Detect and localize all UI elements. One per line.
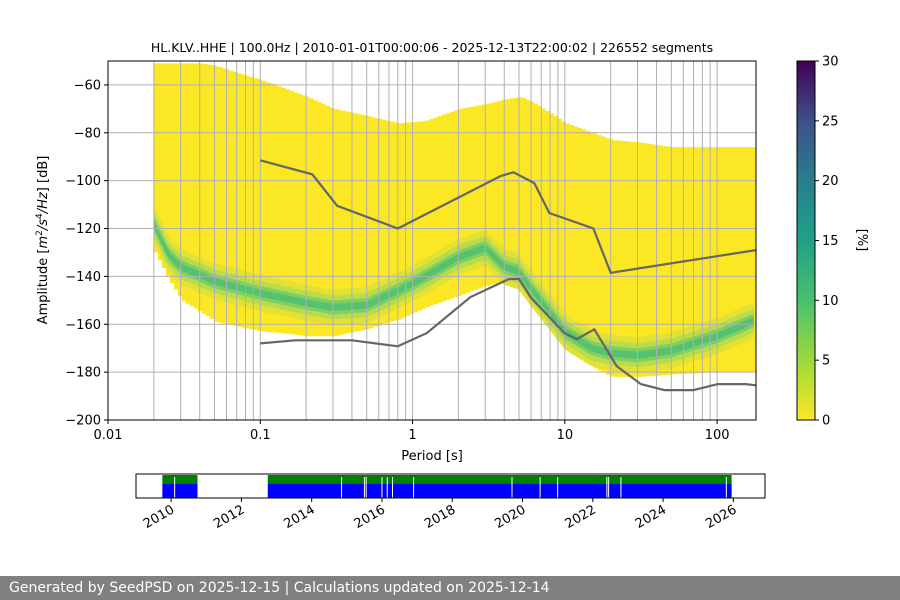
timeline-frame bbox=[135, 473, 766, 499]
timeline-tick-label: 2022 bbox=[563, 502, 599, 532]
footer-bar: Generated by SeedPSD on 2025-12-15 | Cal… bbox=[0, 576, 900, 600]
chart-title: HL.KLV..HHE | 100.0Hz | 2010-01-01T00:00… bbox=[151, 40, 713, 55]
y-axis-label: Amplitude [m2/s4/Hz] [dB] bbox=[35, 156, 51, 325]
timeline-tick-label: 2024 bbox=[633, 502, 669, 532]
noise-model-curves bbox=[260, 159, 756, 392]
coverage-bar-bottom bbox=[162, 484, 198, 498]
timeline-tick-label: 2018 bbox=[422, 502, 458, 532]
y-axis: −200 −180 −160 −140 −120 −100 −80 −60 bbox=[65, 78, 108, 429]
y-label-part: 2 bbox=[35, 230, 45, 236]
timeline-tick-label: 2012 bbox=[211, 502, 247, 532]
x-tick-label: 0.01 bbox=[94, 428, 123, 443]
y-tick-label: −180 bbox=[65, 366, 101, 381]
psd-envelope bbox=[153, 63, 756, 377]
y-tick-label: −160 bbox=[65, 318, 101, 333]
x-tick-label: 100 bbox=[705, 428, 730, 443]
timeline-tick-label: 2014 bbox=[282, 502, 318, 532]
y-label-part: / bbox=[36, 224, 51, 231]
colorbar-tick-label: 20 bbox=[822, 174, 839, 189]
y-tick-label: −80 bbox=[74, 126, 101, 141]
x-axis-label: Period [s] bbox=[401, 449, 463, 464]
y-label-part: s bbox=[36, 219, 51, 226]
timeline-tick-label: 2016 bbox=[352, 502, 388, 532]
footer-text: Generated by SeedPSD on 2025-12-15 | Cal… bbox=[9, 580, 550, 596]
y-label-part: ] [dB] bbox=[36, 156, 51, 193]
coverage-bar-top bbox=[267, 475, 732, 484]
y-tick-label: −60 bbox=[74, 78, 101, 93]
y-label-part: Amplitude [ bbox=[36, 249, 51, 325]
y-tick-label: −140 bbox=[65, 270, 101, 285]
x-tick-label: 0.1 bbox=[250, 428, 271, 443]
colorbar-tick-label: 10 bbox=[822, 294, 839, 309]
y-label-part: 4 bbox=[35, 213, 45, 219]
colorbar-gradient bbox=[796, 60, 816, 421]
plot-frame bbox=[107, 60, 757, 421]
y-label-part: m bbox=[36, 236, 51, 249]
coverage-bar-top bbox=[162, 475, 198, 484]
colorbar-tick-label: 15 bbox=[822, 234, 839, 249]
colorbar-label: [%] bbox=[854, 229, 869, 252]
colorbar-tick-label: 5 bbox=[822, 354, 830, 369]
colorbar-tick-label: 25 bbox=[822, 114, 839, 129]
timeline-tick-label: 2010 bbox=[141, 502, 177, 532]
y-label-part: Hz bbox=[36, 191, 51, 209]
x-tick-label: 10 bbox=[557, 428, 574, 443]
timeline-tick-label: 2020 bbox=[492, 502, 528, 532]
timeline-tick-label: 2026 bbox=[703, 502, 739, 532]
x-axis: 0.01 0.1 1 10 100 bbox=[94, 420, 730, 443]
nhnm-curve bbox=[260, 159, 756, 275]
psd-density-layer bbox=[153, 63, 756, 377]
colorbar-tick-label: 0 bbox=[822, 414, 830, 429]
y-label-part: / bbox=[36, 207, 51, 214]
colorbar-tick-label: 30 bbox=[822, 55, 839, 70]
y-tick-label: −100 bbox=[65, 174, 101, 189]
data-coverage-timeline: 2010 2012 2014 2016 2018 2020 2022 2024 2026 bbox=[135, 473, 766, 532]
x-tick-label: 1 bbox=[408, 428, 416, 443]
colorbar-ticks: 0 5 10 15 20 25 30 bbox=[815, 55, 839, 429]
coverage-bar-bottom bbox=[267, 484, 732, 498]
grid-lines bbox=[108, 61, 756, 420]
y-tick-label: −200 bbox=[65, 414, 101, 429]
y-tick-label: −120 bbox=[65, 222, 101, 237]
plot-area bbox=[107, 60, 757, 421]
colorbar: 0 5 10 15 20 25 30 [%] bbox=[796, 55, 869, 429]
nlnm-curve bbox=[260, 277, 756, 392]
